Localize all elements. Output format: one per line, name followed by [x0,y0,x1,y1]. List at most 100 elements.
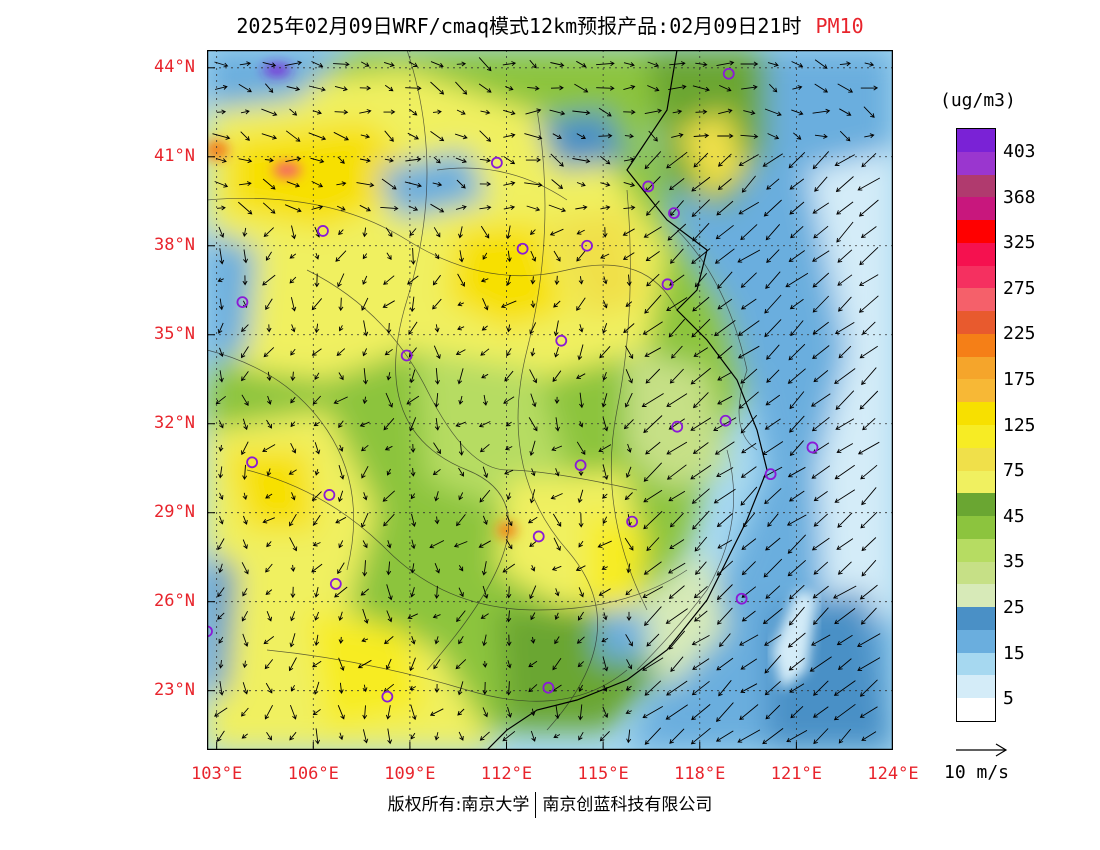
wind-arrow [337,705,345,720]
wind-arrow [478,421,491,428]
wind-arrow [262,517,275,524]
wind-arrow [670,656,684,672]
wind-arrow [643,415,663,434]
wind-arrow [529,440,536,457]
wind-arrow [717,271,733,289]
wind-arrow [837,274,853,286]
wind-arrow [572,158,591,164]
wind-arrow [861,537,877,552]
wind-arrow [453,541,468,548]
wind-arrow [551,565,562,571]
wind-arrow [265,682,273,694]
wind-arrow [334,85,348,92]
wind-arrow [482,394,488,406]
wind-arrow [644,347,662,357]
wind-arrow [338,325,344,332]
wind-arrow [717,298,733,310]
wind-arrow [622,252,635,260]
wind-arrow [312,395,322,405]
wind-arrow [217,587,225,598]
wind-arrow [333,131,349,141]
wind-arrow [242,515,248,525]
wind-arrow [458,226,463,239]
wind-arrow [600,181,611,187]
legend-swatch [957,584,995,608]
wind-arrow [602,464,609,480]
wind-arrow [242,660,248,669]
wind-arrow [859,274,879,286]
wind-arrow [833,703,856,721]
wind-arrow [576,373,586,379]
wind-arrow [239,181,252,187]
wind-arrow [480,348,490,356]
legend-swatch [957,538,995,563]
wind-arrow [764,634,782,646]
wind-arrow [626,443,632,453]
wind-arrow [645,441,661,455]
wind-arrow [644,606,662,627]
wind-arrow [457,301,464,307]
wind-arrow [694,610,708,622]
wind-arrow [740,61,759,67]
wind-arrow [791,109,804,116]
wind-arrow [576,297,586,311]
wind-arrow [671,345,683,359]
wind-arrow [238,158,253,164]
wind-arrow [529,59,537,69]
wind-arrow [741,442,757,454]
wind-arrow [285,130,301,142]
wind-arrow [837,561,852,575]
wind-arrow [789,298,804,310]
wind-arrow [361,637,369,643]
wind-arrow [290,684,296,692]
wind-arrow [667,223,687,241]
wind-arrow [458,565,464,572]
wind-arrow [503,396,515,404]
wind-arrow [623,62,635,67]
wind-arrow [410,704,417,721]
wind-arrow [313,421,320,427]
wind-arrow [644,680,662,696]
wind-arrow [362,348,368,357]
wind-arrow [737,249,761,263]
wind-arrow [265,298,273,311]
wind-arrow [433,442,441,455]
wind-arrow [643,561,662,575]
lat-tick-label: 29°N [154,501,195,522]
axis-ticks [207,67,893,750]
wind-arrow [691,704,711,721]
wind-arrow [530,468,536,477]
wind-arrow [529,585,537,600]
wind-arrow [310,157,325,164]
wind-arrow [813,680,829,696]
wind-arrow [813,491,828,502]
wind-arrow [482,298,489,311]
wind-arrow [717,345,733,359]
legend-swatch [957,493,995,517]
lon-tick-label: 121°E [770,764,822,784]
wind-arrow [643,489,663,503]
wind-arrow [405,156,422,162]
city-marker [764,468,777,481]
wind-arrow [693,585,708,599]
wind-arrow [308,85,326,92]
wind-arrow [554,612,560,621]
wind-arrow [741,538,757,550]
wind-arrow [859,345,878,359]
wind-arrow [262,274,276,286]
wind-arrow [691,318,711,338]
wind-arrow [837,83,854,93]
wind-arrow [623,181,636,188]
wind-arrow [741,561,756,576]
wind-arrow [576,182,586,187]
wind-arrow [337,562,345,575]
wind-arrow [530,565,536,572]
wind-arrow [482,681,488,695]
wind-arrow [666,680,688,696]
wind-arrow [527,516,538,524]
wind-arrow [669,368,684,384]
wind-arrow [553,320,559,337]
forecast-map[interactable] [207,50,893,750]
wind-arrow [289,633,296,648]
legend-value-label: 15 [1003,642,1025,664]
